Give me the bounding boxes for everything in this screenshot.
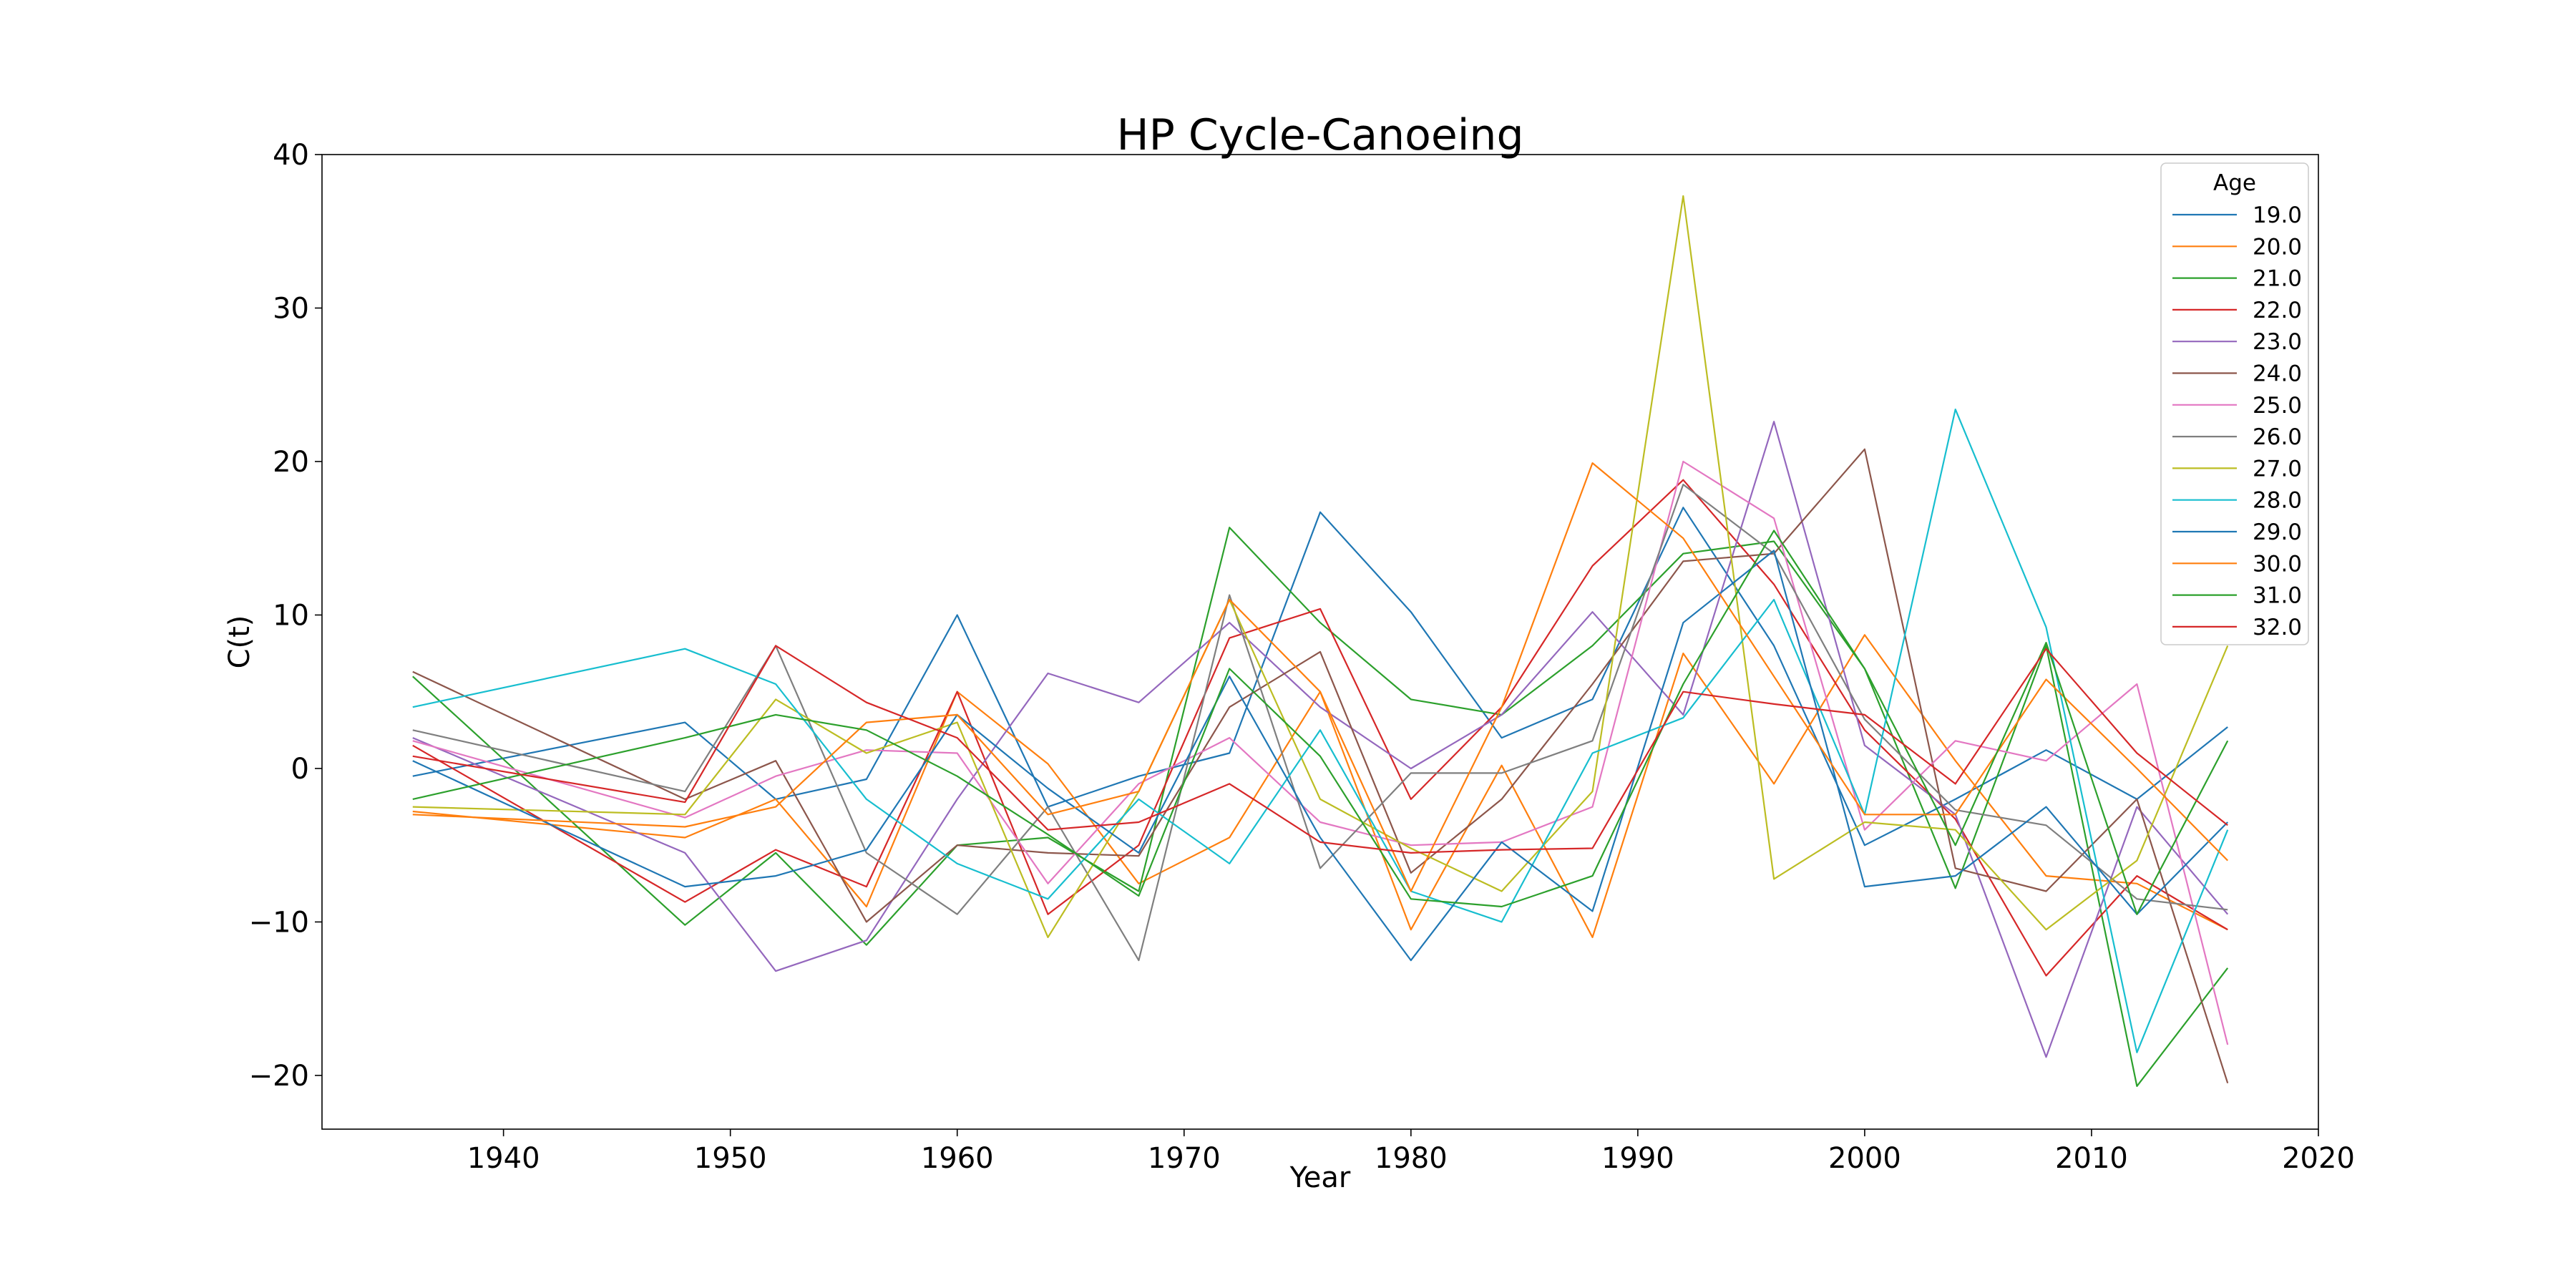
legend-item: 24.0 bbox=[2172, 361, 2302, 387]
x-tick-label: 2020 bbox=[2282, 1142, 2355, 1175]
legend-item: 31.0 bbox=[2172, 583, 2302, 609]
legend-item: 23.0 bbox=[2172, 329, 2302, 355]
x-tick-label: 1940 bbox=[467, 1142, 540, 1175]
y-tick-label: 10 bbox=[273, 599, 309, 632]
legend-item: 25.0 bbox=[2172, 393, 2302, 419]
legend-label: 23.0 bbox=[2253, 329, 2302, 355]
series-line-24-0 bbox=[412, 448, 2229, 1084]
legend-item: 21.0 bbox=[2172, 266, 2302, 292]
series-line-32-0 bbox=[412, 645, 2228, 854]
legend-label: 24.0 bbox=[2253, 361, 2302, 387]
series-line-26-0 bbox=[412, 483, 2228, 962]
y-tick-label: −20 bbox=[249, 1060, 309, 1093]
series-line-25-0 bbox=[412, 460, 2229, 1045]
legend-label: 22.0 bbox=[2253, 298, 2302, 323]
legend-label: 20.0 bbox=[2253, 234, 2302, 260]
series-line-30-0 bbox=[412, 462, 2228, 892]
legend-item: 28.0 bbox=[2172, 488, 2302, 514]
legend-label: 30.0 bbox=[2253, 551, 2302, 577]
legend-item: 27.0 bbox=[2172, 456, 2302, 482]
x-axis-label: Year bbox=[1289, 1161, 1351, 1194]
legend-item: 29.0 bbox=[2172, 519, 2302, 545]
x-tick-label: 1970 bbox=[1148, 1142, 1221, 1175]
legend-entries: 19.0 20.0 21.0 22.0 23.0 24.0 25.0 26.0 27.0 28.0… bbox=[2172, 203, 2302, 640]
series-line-22-0 bbox=[412, 479, 2228, 977]
series-line-19-0 bbox=[412, 507, 2228, 847]
y-tick-label: 20 bbox=[273, 446, 309, 479]
legend-item: 30.0 bbox=[2172, 551, 2302, 577]
series-line-23-0 bbox=[412, 421, 2229, 1058]
y-tick-label: 40 bbox=[273, 139, 309, 172]
legend-item: 32.0 bbox=[2172, 615, 2302, 640]
y-tick-label: −10 bbox=[249, 906, 309, 939]
x-tick-label: 1990 bbox=[1601, 1142, 1674, 1175]
legend: Age 19.0 20.0 21.0 22.0 23.0 24.0 25.0 26.0 27.0… bbox=[2160, 162, 2309, 645]
series-line-28-0 bbox=[412, 408, 2229, 1053]
legend-label: 29.0 bbox=[2253, 519, 2302, 545]
legend-label: 19.0 bbox=[2253, 203, 2302, 228]
x-tick-label: 2010 bbox=[2055, 1142, 2128, 1175]
series-line-31-0 bbox=[412, 530, 2229, 915]
legend-title: Age bbox=[2213, 170, 2256, 196]
y-axis: −20 −10 0 10 20 30 40 bbox=[249, 139, 322, 1093]
x-tick-label: 1960 bbox=[921, 1142, 994, 1175]
legend-label: 27.0 bbox=[2253, 456, 2302, 482]
legend-label: 21.0 bbox=[2253, 266, 2302, 292]
series-line-29-0 bbox=[412, 550, 2228, 962]
series-layer bbox=[412, 195, 2229, 1088]
x-tick-label: 2000 bbox=[1828, 1142, 1901, 1175]
legend-item: 19.0 bbox=[2172, 203, 2302, 228]
series-line-20-0 bbox=[412, 634, 2228, 939]
legend-label: 28.0 bbox=[2253, 488, 2302, 514]
x-tick-label: 1980 bbox=[1375, 1142, 1448, 1175]
series-line-27-0 bbox=[412, 195, 2229, 939]
x-tick-label: 1950 bbox=[694, 1142, 767, 1175]
y-axis-label: C(t) bbox=[223, 615, 256, 669]
legend-box bbox=[2160, 162, 2309, 645]
legend-item: 20.0 bbox=[2172, 234, 2302, 260]
legend-label: 32.0 bbox=[2253, 615, 2302, 640]
x-axis: 1940 1950 1960 1970 1980 1990 2000 2010 2020 bbox=[467, 1129, 2355, 1175]
legend-label: 26.0 bbox=[2253, 424, 2302, 450]
legend-label: 25.0 bbox=[2253, 393, 2302, 419]
chart-title: HP Cycle-Canoeing bbox=[1116, 110, 1523, 160]
legend-label: 31.0 bbox=[2253, 583, 2302, 609]
y-tick-label: 0 bbox=[291, 753, 309, 786]
legend-item: 26.0 bbox=[2172, 424, 2302, 450]
y-tick-label: 30 bbox=[273, 292, 309, 325]
legend-item: 22.0 bbox=[2172, 298, 2302, 323]
plot-frame bbox=[321, 154, 2319, 1130]
series-line-21-0 bbox=[412, 527, 2229, 1088]
